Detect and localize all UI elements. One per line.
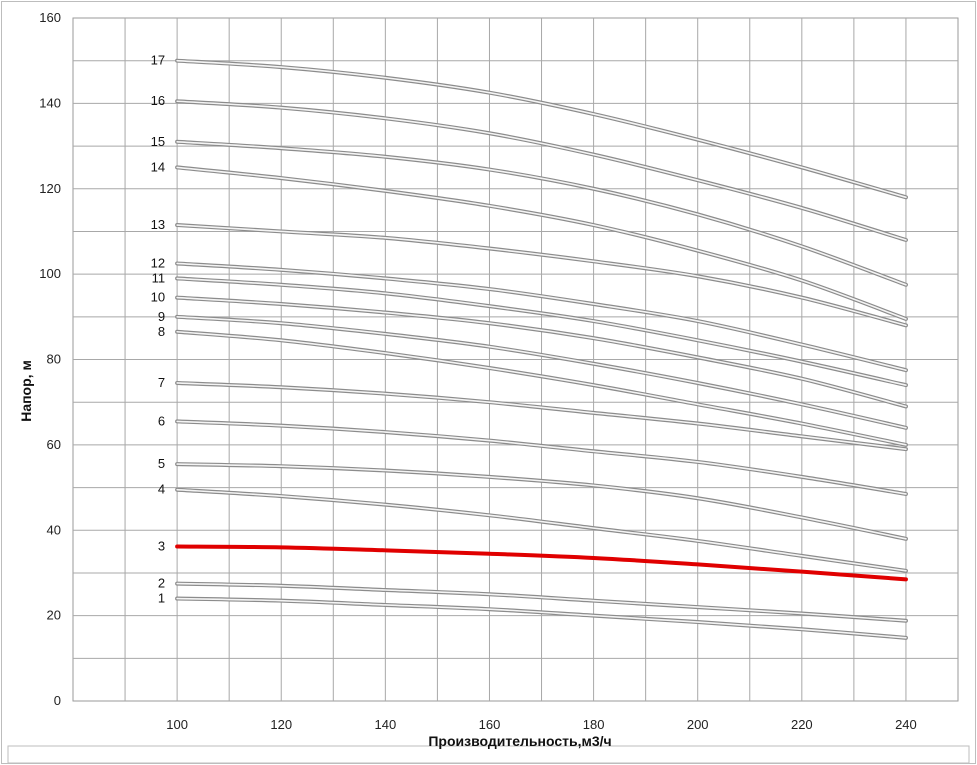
y-tick-label: 40 [47,522,61,537]
series-label-6: 6 [158,413,165,428]
series-label-1: 1 [158,591,165,606]
grid-layer [72,17,959,702]
series-layer [175,58,908,640]
series-line-core-17 [176,59,907,199]
series-line-core-13 [176,224,907,327]
series-line-core-15 [176,140,907,286]
series-label-13: 13 [151,217,165,232]
series-line-core-14 [176,166,907,320]
x-tick-label: 220 [791,717,813,732]
y-tick-label: 100 [39,266,61,281]
y-tick-label: 140 [39,95,61,110]
x-axis-title: Производительность,м3/ч [428,733,611,749]
series-label-11: 11 [152,270,166,285]
x-tick-label: 140 [375,717,397,732]
x-tick-label: 240 [895,717,917,732]
y-tick-label: 160 [39,10,61,25]
series-label-5: 5 [158,456,165,471]
series-line-core-12 [176,262,907,371]
x-tick-label: 100 [166,717,188,732]
series-line-core-7 [176,382,907,450]
series-line-3 [175,544,908,582]
bottom-band [7,745,970,764]
series-line-core-9 [176,316,907,429]
y-tick-label: 0 [54,693,61,708]
series-line-core-6 [176,420,907,495]
y-tick-label: 80 [47,352,61,367]
x-tick-label: 160 [479,717,501,732]
y-tick-label: 120 [39,181,61,196]
x-tick-label: 180 [583,717,605,732]
series-line-core-10 [176,296,907,408]
y-tick-label: 60 [47,437,61,452]
series-label-10: 10 [151,290,165,305]
series-line-core-4 [176,488,907,572]
series-label-16: 16 [151,93,165,108]
series-line-core-16 [176,100,907,241]
series-label-9: 9 [158,309,165,324]
x-tick-label: 120 [270,717,292,732]
axis-layer: 0 20 40 60 80 100 120 140 160 100 120 140 160 180 200 2… [39,10,916,732]
series-label-2: 2 [158,576,165,591]
y-tick-label: 20 [47,608,61,623]
series-label-17: 17 [151,53,165,68]
series-line-core-1 [176,597,907,639]
series-label-14: 14 [151,159,165,174]
series-label-4: 4 [158,482,165,497]
series-label-3: 3 [158,538,165,553]
x-tick-label: 200 [687,717,709,732]
y-axis-title: Напор, м [18,360,34,422]
series-label-15: 15 [151,134,165,149]
series-label-7: 7 [158,375,165,390]
series-line-core-5 [176,463,907,540]
series-label-12: 12 [151,255,165,270]
series-line-core-8 [176,330,907,446]
series-line-core-11 [176,277,907,386]
series-label-8: 8 [158,324,165,339]
series-line-core-2 [176,582,907,622]
